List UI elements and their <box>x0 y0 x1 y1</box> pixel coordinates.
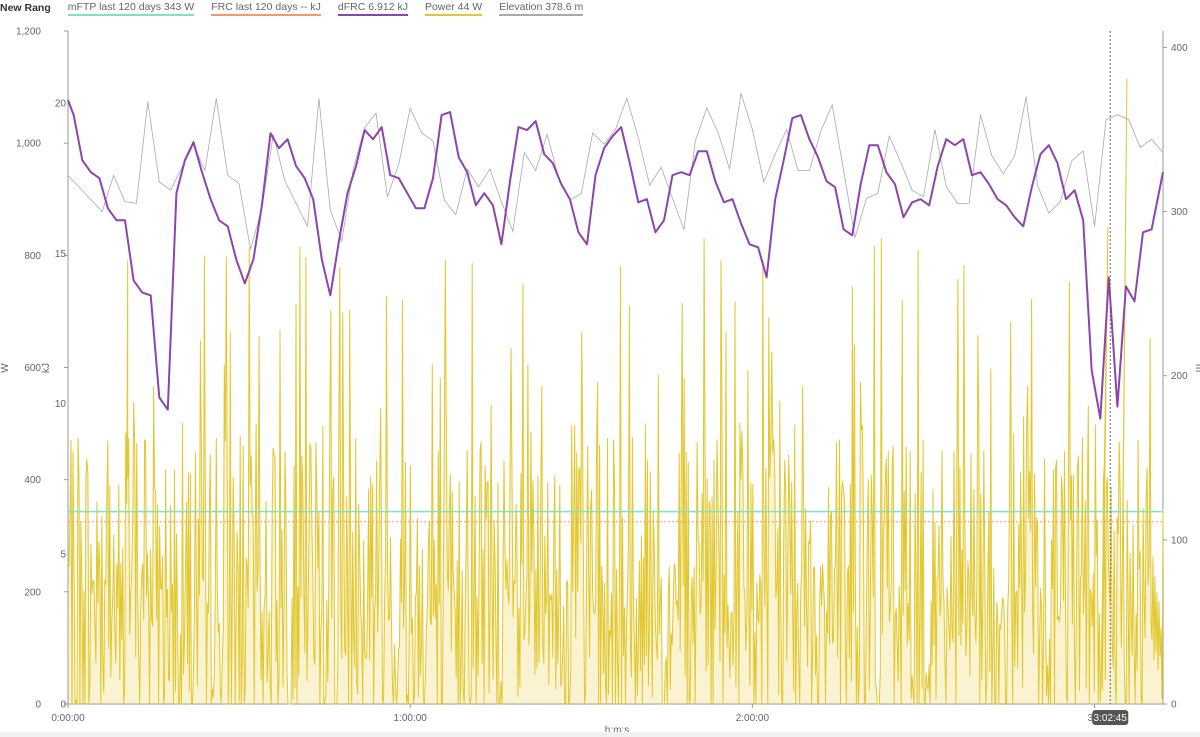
y-tick-label-power: 0 <box>35 700 41 711</box>
y-tick-label-kj: 20 <box>55 99 67 110</box>
scrollbar-track[interactable] <box>0 732 1200 737</box>
elevation-series-line <box>67 93 1164 250</box>
dfrc-series-line <box>67 99 1164 420</box>
y-tick-label-kj: 15 <box>55 249 67 260</box>
y-tick-label-power: 1,200 <box>16 27 41 38</box>
legend-item-elevation[interactable]: Elevation 378.6 m <box>499 1 584 16</box>
y-tick-label-elevation: 100 <box>1171 535 1188 546</box>
x-tick-label: 0:00:00 <box>51 713 85 724</box>
y-tick-label-elevation: 400 <box>1171 43 1188 54</box>
y-tick-label-kj: 0 <box>60 700 66 711</box>
y-axis-power-title: W <box>0 363 11 373</box>
legend-item-frc[interactable]: FRC last 120 days -- kJ <box>211 1 321 16</box>
y-tick-label-elevation: 300 <box>1171 207 1188 218</box>
y-axis-elevation-title: m <box>1193 364 1200 372</box>
legend-item-mftp[interactable]: mFTP last 120 days 343 W <box>67 1 195 16</box>
y-tick-label-power: 200 <box>24 587 41 598</box>
cursor-time-label: 3:02:45 <box>1094 713 1128 724</box>
cursor-time-badge: 3:02:45 <box>1092 710 1129 725</box>
power-series-line <box>67 78 1164 705</box>
legend-item-dfrc[interactable]: dFRC 6.912 kJ <box>337 1 408 16</box>
y-tick-label-power: 1,000 <box>16 139 41 150</box>
x-tick-label: 2:00:00 <box>736 713 770 724</box>
y-tick-label-power: 400 <box>24 475 41 486</box>
y-tick-label-power: 800 <box>24 251 41 262</box>
y-tick-label-elevation: 200 <box>1171 371 1188 382</box>
cursor-badge-bg <box>1092 710 1129 725</box>
y-tick-label-kj: 5 <box>60 549 66 560</box>
x-tick-label: 1:00:00 <box>394 713 428 724</box>
chart-legend: New Rang mFTP last 120 days 343 W FRC la… <box>0 0 1200 16</box>
y-tick-label-power: 600 <box>24 363 41 374</box>
y-tick-label-kj: 10 <box>55 399 67 410</box>
x-axis-title: h:m:s <box>605 725 629 736</box>
chart-title: New Rang <box>0 2 51 14</box>
legend-item-power[interactable]: Power 44 W <box>424 1 483 16</box>
y-tick-label-elevation: 0 <box>1171 700 1177 711</box>
plot-layer: 02004006008001,0001,20005101520010020030… <box>16 27 1188 725</box>
y-axis-kj-title: kJ <box>41 363 52 373</box>
